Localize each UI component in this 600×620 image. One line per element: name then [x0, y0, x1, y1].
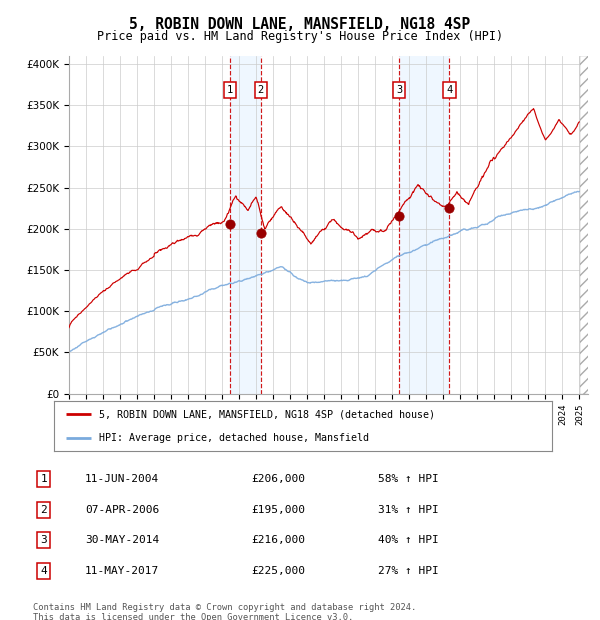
- Text: £216,000: £216,000: [251, 535, 305, 545]
- FancyBboxPatch shape: [580, 56, 589, 394]
- Text: 31% ↑ HPI: 31% ↑ HPI: [378, 505, 439, 515]
- Point: [445, 203, 454, 213]
- Text: 3: 3: [396, 86, 403, 95]
- Text: 11-MAY-2017: 11-MAY-2017: [85, 565, 160, 575]
- Text: 2: 2: [40, 505, 47, 515]
- Text: £225,000: £225,000: [251, 565, 305, 575]
- Text: 07-APR-2006: 07-APR-2006: [85, 505, 160, 515]
- Text: 27% ↑ HPI: 27% ↑ HPI: [378, 565, 439, 575]
- Point: [256, 228, 266, 238]
- Bar: [399, 56, 449, 394]
- Text: 3: 3: [40, 535, 47, 545]
- Text: HPI: Average price, detached house, Mansfield: HPI: Average price, detached house, Mans…: [99, 433, 369, 443]
- Text: 58% ↑ HPI: 58% ↑ HPI: [378, 474, 439, 484]
- Text: 5, ROBIN DOWN LANE, MANSFIELD, NG18 4SP: 5, ROBIN DOWN LANE, MANSFIELD, NG18 4SP: [130, 17, 470, 32]
- Text: 40% ↑ HPI: 40% ↑ HPI: [378, 535, 439, 545]
- Text: Price paid vs. HM Land Registry's House Price Index (HPI): Price paid vs. HM Land Registry's House …: [97, 30, 503, 43]
- Bar: [230, 56, 261, 394]
- Text: Contains HM Land Registry data © Crown copyright and database right 2024.
This d: Contains HM Land Registry data © Crown c…: [33, 603, 416, 620]
- Point: [225, 219, 235, 229]
- Text: 4: 4: [446, 86, 452, 95]
- Text: 5, ROBIN DOWN LANE, MANSFIELD, NG18 4SP (detached house): 5, ROBIN DOWN LANE, MANSFIELD, NG18 4SP …: [99, 409, 435, 419]
- Text: 11-JUN-2004: 11-JUN-2004: [85, 474, 160, 484]
- Text: 2: 2: [257, 86, 264, 95]
- Point: [394, 211, 404, 221]
- Text: 4: 4: [40, 565, 47, 575]
- Text: 1: 1: [227, 86, 233, 95]
- Text: 30-MAY-2014: 30-MAY-2014: [85, 535, 160, 545]
- Text: £195,000: £195,000: [251, 505, 305, 515]
- Text: £206,000: £206,000: [251, 474, 305, 484]
- Text: 1: 1: [40, 474, 47, 484]
